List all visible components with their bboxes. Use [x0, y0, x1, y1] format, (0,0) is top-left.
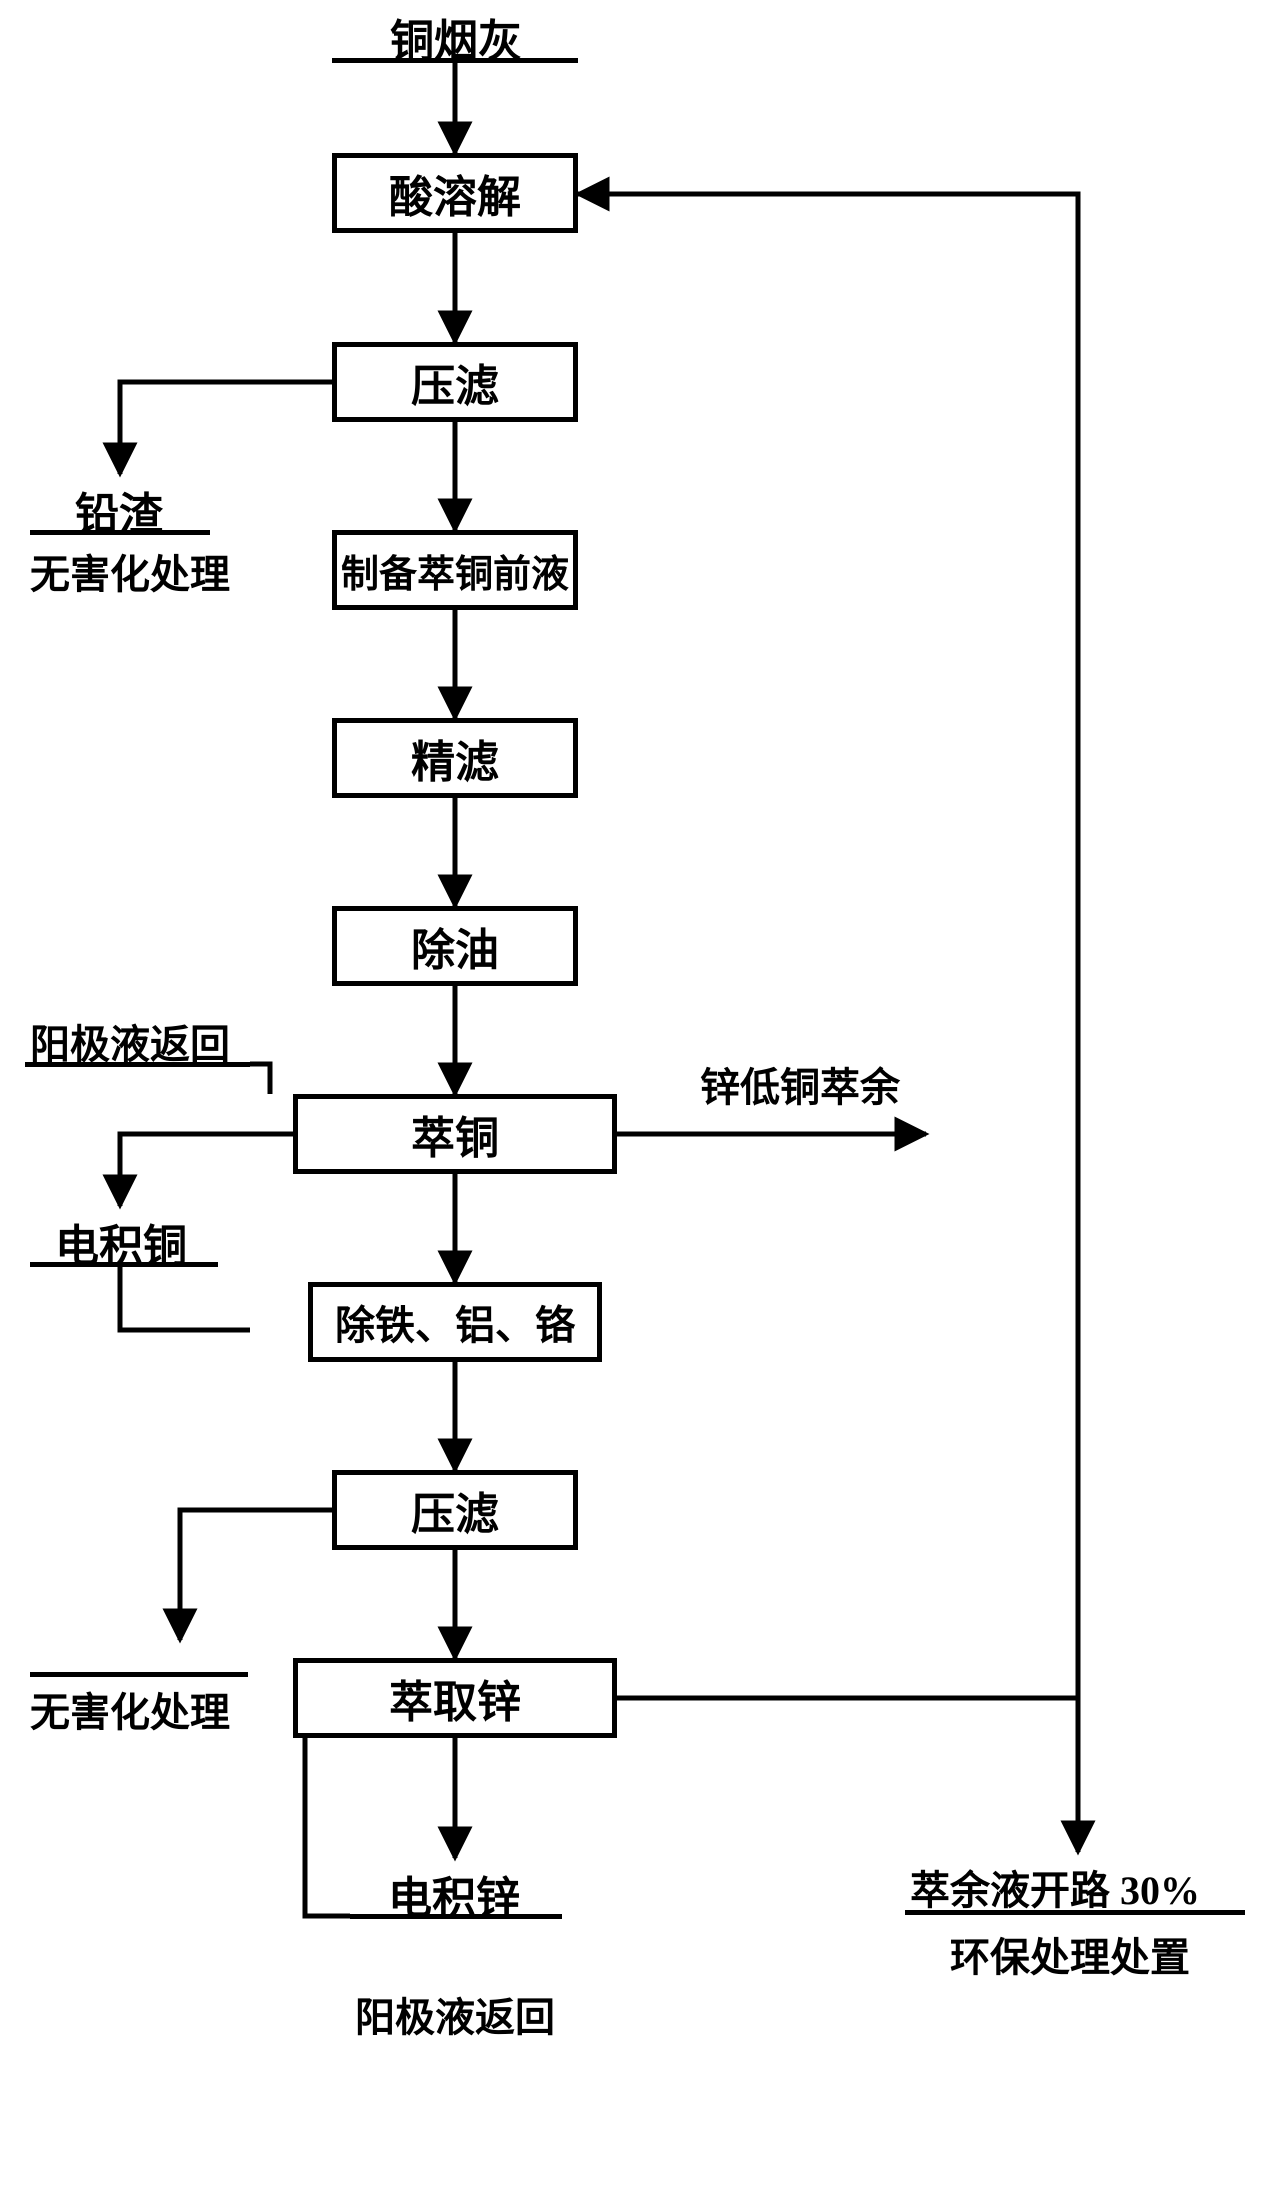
- node-acid: 酸溶解: [332, 153, 578, 233]
- node-ex-cu-label: 萃铜: [411, 1102, 499, 1166]
- node-press1-label: 压滤: [411, 350, 499, 414]
- node-prep-label: 制备萃铜前液: [341, 543, 569, 598]
- node-deoil-label: 除油: [411, 914, 499, 978]
- node-press1: 压滤: [332, 342, 578, 422]
- node-ex-zn-label: 萃取锌: [389, 1666, 521, 1730]
- node-remove: 除铁、铝、铬: [308, 1282, 602, 1362]
- label-env: 环保处理处置: [950, 1925, 1190, 1983]
- underline-elec-zn: [350, 1914, 562, 1919]
- node-fine: 精滤: [332, 718, 578, 798]
- node-ex-zn: 萃取锌: [293, 1658, 617, 1738]
- label-anode2: 阳极液返回: [355, 1985, 555, 2043]
- node-deoil: 除油: [332, 906, 578, 986]
- node-remove-label: 除铁、铝、铬: [335, 1293, 575, 1351]
- underline-elec-cu: [30, 1262, 218, 1267]
- flowchart-canvas: 铜烟灰 酸溶解 压滤 制备萃铜前液 精滤 除油 萃铜 除铁、铝、铬 压滤 萃取锌…: [0, 0, 1274, 2205]
- node-press2: 压滤: [332, 1470, 578, 1550]
- underline-harmless2: [30, 1672, 248, 1677]
- label-harmless1: 无害化处理: [30, 542, 230, 600]
- label-harmless2: 无害化处理: [30, 1680, 230, 1738]
- label-raffinate: 萃余液开路 30%: [910, 1858, 1200, 1916]
- node-acid-label: 酸溶解: [389, 161, 521, 225]
- node-fine-label: 精滤: [411, 726, 499, 790]
- underline-anode1: [25, 1062, 250, 1067]
- underline-pb-slag: [30, 530, 210, 535]
- label-zn-low-cu: 锌低铜萃余: [700, 1055, 900, 1113]
- node-ex-cu: 萃铜: [293, 1094, 617, 1174]
- node-press2-label: 压滤: [411, 1478, 499, 1542]
- title-underline: [332, 58, 578, 63]
- node-prep: 制备萃铜前液: [332, 530, 578, 610]
- underline-raffinate: [905, 1910, 1245, 1915]
